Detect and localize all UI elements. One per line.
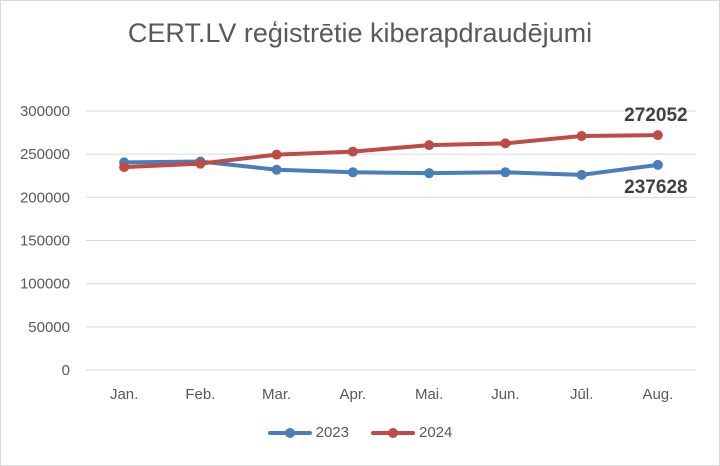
data-point-2023: [576, 169, 587, 180]
gridlines: [86, 110, 696, 371]
legend-label: 2024: [419, 424, 453, 441]
data-point-2024: [271, 149, 282, 160]
data-label: 272052: [624, 105, 687, 126]
y-tick-label: 0: [62, 362, 70, 379]
data-point-2024: [347, 146, 358, 157]
legend-label: 2023: [315, 424, 349, 441]
y-tick-label: 250000: [20, 146, 70, 163]
x-tick-label: Mar.: [262, 386, 291, 403]
y-tick-label: 200000: [20, 189, 70, 206]
x-tick-label: Jun.: [491, 386, 519, 403]
x-tick-label: Jan.: [110, 386, 138, 403]
x-tick-label: Feb.: [185, 386, 215, 403]
legend-item-2024: 2024: [371, 424, 452, 441]
y-axis-tick-labels: 0 50000 100000 150000 200000 250000 300000: [20, 103, 70, 379]
x-axis-tick-labels: Jan. Feb. Mar. Apr. Mai. Jun. Jūl. Aug.: [110, 386, 673, 403]
series-line-2024: [122, 133, 660, 170]
legend-item-2023: 2023: [267, 424, 349, 441]
data-point-2023: [652, 159, 663, 170]
chart-legend: 2023 2024: [0, 424, 720, 441]
series-points: [119, 130, 663, 180]
y-tick-label: 150000: [20, 233, 70, 250]
data-point-2024: [424, 140, 435, 151]
data-point-2024: [195, 158, 206, 169]
data-point-2023: [424, 168, 435, 179]
y-tick-label: 100000: [20, 276, 70, 293]
data-point-2023: [500, 167, 511, 178]
legend-line-marker: [371, 427, 415, 438]
x-tick-label: Jūl.: [570, 386, 593, 403]
series-lines: [122, 133, 660, 177]
data-point-2024: [576, 131, 587, 142]
y-tick-label: 50000: [28, 319, 70, 336]
legend-line-marker: [267, 427, 312, 438]
data-point-2024: [119, 162, 130, 173]
data-point-2024: [500, 138, 511, 149]
x-tick-label: Apr.: [340, 386, 367, 403]
data-labels: 272052 237628: [624, 105, 687, 198]
x-tick-label: Mai.: [415, 386, 443, 403]
y-tick-label: 300000: [20, 103, 70, 120]
data-point-2023: [347, 167, 358, 178]
data-point-2024: [652, 130, 663, 141]
data-point-2023: [271, 164, 282, 175]
x-tick-label: Aug.: [642, 386, 673, 403]
chart-title: CERT.LV reģistrētie kiberapdraudējumi: [127, 18, 593, 48]
data-label: 237628: [624, 177, 687, 198]
